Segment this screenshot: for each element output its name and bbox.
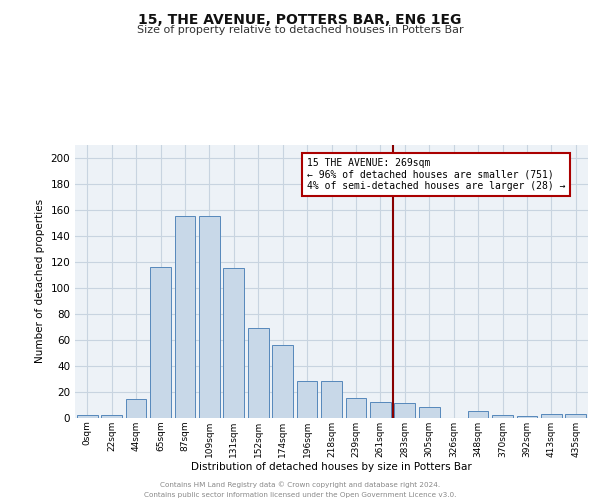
Text: Contains HM Land Registry data © Crown copyright and database right 2024.
Contai: Contains HM Land Registry data © Crown c… <box>144 482 456 498</box>
Y-axis label: Number of detached properties: Number of detached properties <box>35 199 45 364</box>
Bar <box>541 414 562 418</box>
Text: 15, THE AVENUE, POTTERS BAR, EN6 1EG: 15, THE AVENUE, POTTERS BAR, EN6 1EG <box>139 12 461 26</box>
Bar <box>370 402 391 417</box>
Bar <box>101 415 122 418</box>
Bar <box>272 345 293 418</box>
Bar <box>77 415 98 418</box>
Bar <box>199 216 220 418</box>
Bar <box>467 411 488 418</box>
X-axis label: Distribution of detached houses by size in Potters Bar: Distribution of detached houses by size … <box>191 462 472 472</box>
Text: 15 THE AVENUE: 269sqm
← 96% of detached houses are smaller (751)
4% of semi-deta: 15 THE AVENUE: 269sqm ← 96% of detached … <box>307 158 566 191</box>
Bar <box>125 400 146 417</box>
Bar <box>565 414 586 418</box>
Bar <box>394 403 415 417</box>
Bar <box>223 268 244 418</box>
Bar <box>321 381 342 418</box>
Bar <box>517 416 538 418</box>
Bar <box>248 328 269 418</box>
Bar <box>346 398 367 417</box>
Bar <box>175 216 196 418</box>
Bar <box>150 267 171 418</box>
Bar <box>419 407 440 418</box>
Bar <box>492 415 513 418</box>
Text: Size of property relative to detached houses in Potters Bar: Size of property relative to detached ho… <box>137 25 463 35</box>
Bar <box>296 381 317 418</box>
